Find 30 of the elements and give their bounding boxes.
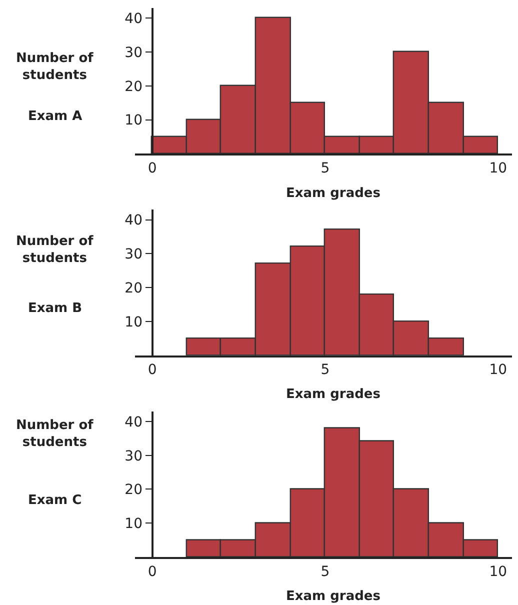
x-tick-label: 10 [489,160,508,176]
text: Exam C [28,493,82,508]
y-tick-label: 10 [124,516,142,532]
x-tick-label: 5 [320,160,330,176]
y-tick-label: 40 [124,414,142,430]
y-tick-label: 30 [124,246,142,263]
x-tick-label: 10 [489,362,508,378]
x-tick-label: 10 [489,564,508,580]
x-axis-title: Exam grades [286,186,381,201]
y-tick-label: 30 [124,448,142,464]
text: Exam A [28,109,82,124]
x-tick-label: 5 [320,564,330,580]
y-axis-title: Number of students [16,234,94,266]
text: Exam B [28,301,82,316]
x-axis-title: Exam grades [286,387,381,402]
x-tick-label: 0 [148,362,157,378]
y-tick-label: 10 [124,314,142,330]
x-tick-label: 5 [320,362,330,378]
x-axis-title: Exam grades [286,589,381,604]
x-tick-label: 0 [148,160,157,176]
y-tick-label: 40 [124,11,142,28]
y-tick-label: 20 [124,482,142,498]
x-tick-label: 0 [148,564,157,580]
y-tick-label: 10 [124,112,142,129]
y-tick-label: 20 [124,78,142,95]
y-tick-label: 20 [124,280,142,296]
y-tick-label: 30 [124,44,142,61]
y-axis-title: Number of students [16,418,94,450]
y-tick-label: 40 [124,212,142,229]
y-axis-title: Number of students [16,51,94,83]
